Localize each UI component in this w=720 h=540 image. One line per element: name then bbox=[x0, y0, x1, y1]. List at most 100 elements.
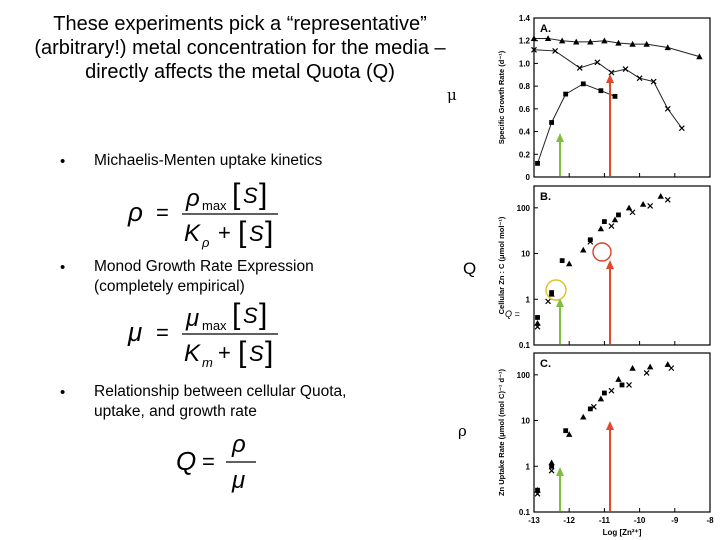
data-point-triangle bbox=[548, 459, 555, 466]
svg-text:μ: μ bbox=[185, 305, 199, 332]
series-line bbox=[533, 49, 683, 129]
data-point-cross bbox=[678, 125, 685, 132]
panel-label: A. bbox=[540, 23, 551, 35]
data-point-triangle bbox=[580, 413, 587, 420]
data-point-cross bbox=[534, 323, 541, 330]
svg-text:]: ] bbox=[259, 298, 267, 331]
data-point-square bbox=[580, 81, 586, 87]
data-point-cross bbox=[622, 66, 629, 73]
data-point-triangle bbox=[646, 363, 654, 370]
data-point-triangle bbox=[657, 192, 664, 199]
svg-text:max: max bbox=[202, 318, 227, 333]
y-tick-label: 1.0 bbox=[519, 59, 531, 68]
data-point-square bbox=[612, 93, 618, 99]
data-point-triangle bbox=[544, 35, 552, 42]
data-point-cross bbox=[629, 209, 636, 216]
data-point-triangle bbox=[664, 44, 671, 51]
panel-label: B. bbox=[540, 191, 551, 203]
data-point-triangle bbox=[601, 37, 608, 44]
svg-text:]: ] bbox=[265, 336, 273, 369]
x-tick-label: -9 bbox=[671, 516, 679, 525]
y-tick-label: 1 bbox=[526, 295, 531, 304]
data-point-triangle bbox=[615, 376, 622, 382]
svg-text:ρ: ρ bbox=[231, 431, 246, 458]
data-point-cross bbox=[608, 223, 615, 229]
data-point-triangle bbox=[558, 37, 566, 44]
data-point-square bbox=[587, 237, 593, 243]
michaelis-menten-equation: ρ = ρ max [ S ] K ρ + [ S ] bbox=[127, 178, 278, 250]
data-point-triangle bbox=[615, 39, 622, 46]
y-tick-label: 100 bbox=[517, 204, 531, 213]
bullet-michaelis-menten: Michaelis-Menten uptake kinetics bbox=[94, 152, 323, 169]
data-point-triangle bbox=[597, 225, 605, 232]
svg-text:ρ: ρ bbox=[201, 235, 210, 250]
y-axis-label: Specific Growth Rate (d⁻¹) bbox=[497, 50, 506, 144]
y-tick-label: 0.2 bbox=[519, 150, 531, 159]
data-point-cross bbox=[664, 105, 671, 112]
svg-text:+: + bbox=[218, 340, 231, 365]
data-point-cross bbox=[636, 75, 643, 82]
rho-symbol: ρ bbox=[458, 422, 467, 440]
svg-text:K: K bbox=[184, 340, 201, 367]
data-point-triangle bbox=[629, 364, 636, 371]
data-point-cross bbox=[626, 382, 632, 388]
bullet-marker: • bbox=[60, 153, 66, 170]
y-tick-label: 0.8 bbox=[519, 82, 531, 91]
y-axis-label: Zn Uptake Rate (μmol (mol C)⁻¹ d⁻¹) bbox=[497, 368, 506, 496]
monod-equation: μ = μ max [ S ] K m + [ S ] bbox=[127, 298, 278, 370]
svg-text:S: S bbox=[243, 303, 258, 328]
data-point-square bbox=[535, 315, 540, 320]
svg-text:max: max bbox=[202, 198, 227, 213]
data-point-cross bbox=[545, 298, 552, 305]
data-point-square bbox=[549, 120, 554, 125]
data-point-square bbox=[549, 463, 554, 469]
svg-text:S: S bbox=[243, 183, 258, 208]
x-axis-label: Log [Zn²⁺] bbox=[603, 528, 642, 537]
data-point-cross bbox=[531, 46, 537, 53]
svg-text:S: S bbox=[249, 341, 264, 366]
data-point-cross bbox=[608, 69, 615, 76]
data-point-cross bbox=[650, 78, 657, 85]
mu-symbol: μ bbox=[447, 86, 457, 104]
data-point-square bbox=[602, 219, 607, 224]
data-point-cross bbox=[552, 48, 559, 54]
data-point-square bbox=[535, 160, 540, 166]
svg-text:[: [ bbox=[232, 178, 241, 211]
data-point-square bbox=[549, 290, 554, 295]
data-point-triangle bbox=[639, 200, 647, 207]
data-point-triangle bbox=[573, 38, 580, 45]
panel-frame bbox=[533, 17, 711, 178]
data-point-cross bbox=[576, 65, 583, 71]
highlight-circle-red bbox=[592, 242, 612, 262]
data-point-triangle bbox=[629, 40, 636, 47]
svg-text:m: m bbox=[202, 355, 213, 370]
y-tick-label: 0.6 bbox=[519, 105, 531, 114]
data-point-cross bbox=[647, 203, 654, 209]
quota-equation: Q = ρ μ bbox=[176, 431, 256, 494]
x-tick-label: -12 bbox=[563, 516, 575, 525]
data-point-triangle bbox=[625, 204, 633, 211]
data-point-triangle bbox=[643, 40, 650, 47]
data-point-cross bbox=[643, 370, 650, 376]
y-tick-label: 10 bbox=[521, 417, 530, 426]
panel-label: C. bbox=[540, 358, 551, 370]
bullet-marker: • bbox=[60, 259, 66, 276]
bullet-monod: Monod Growth Rate Expression (completely… bbox=[94, 258, 314, 295]
y-tick-label: 0 bbox=[526, 173, 531, 182]
bullet-quota-relationship: Relationship between cellular Quota, upt… bbox=[94, 383, 347, 420]
svg-text:ρ: ρ bbox=[127, 197, 143, 227]
data-point-triangle bbox=[566, 431, 573, 437]
data-point-triangle bbox=[580, 246, 587, 253]
data-point-square bbox=[619, 382, 625, 388]
x-tick-label: -10 bbox=[634, 516, 646, 525]
y-tick-label: 100 bbox=[517, 371, 531, 380]
y-tick-label: 1.4 bbox=[519, 14, 531, 23]
data-point-cross bbox=[594, 59, 601, 66]
data-point-triangle bbox=[587, 38, 594, 45]
svg-text:+: + bbox=[218, 220, 231, 245]
svg-text:ρ: ρ bbox=[185, 185, 200, 212]
svg-text:]: ] bbox=[259, 178, 267, 211]
svg-text:=: = bbox=[156, 200, 169, 225]
data-point-square bbox=[563, 428, 569, 434]
svg-text:[: [ bbox=[238, 216, 247, 249]
